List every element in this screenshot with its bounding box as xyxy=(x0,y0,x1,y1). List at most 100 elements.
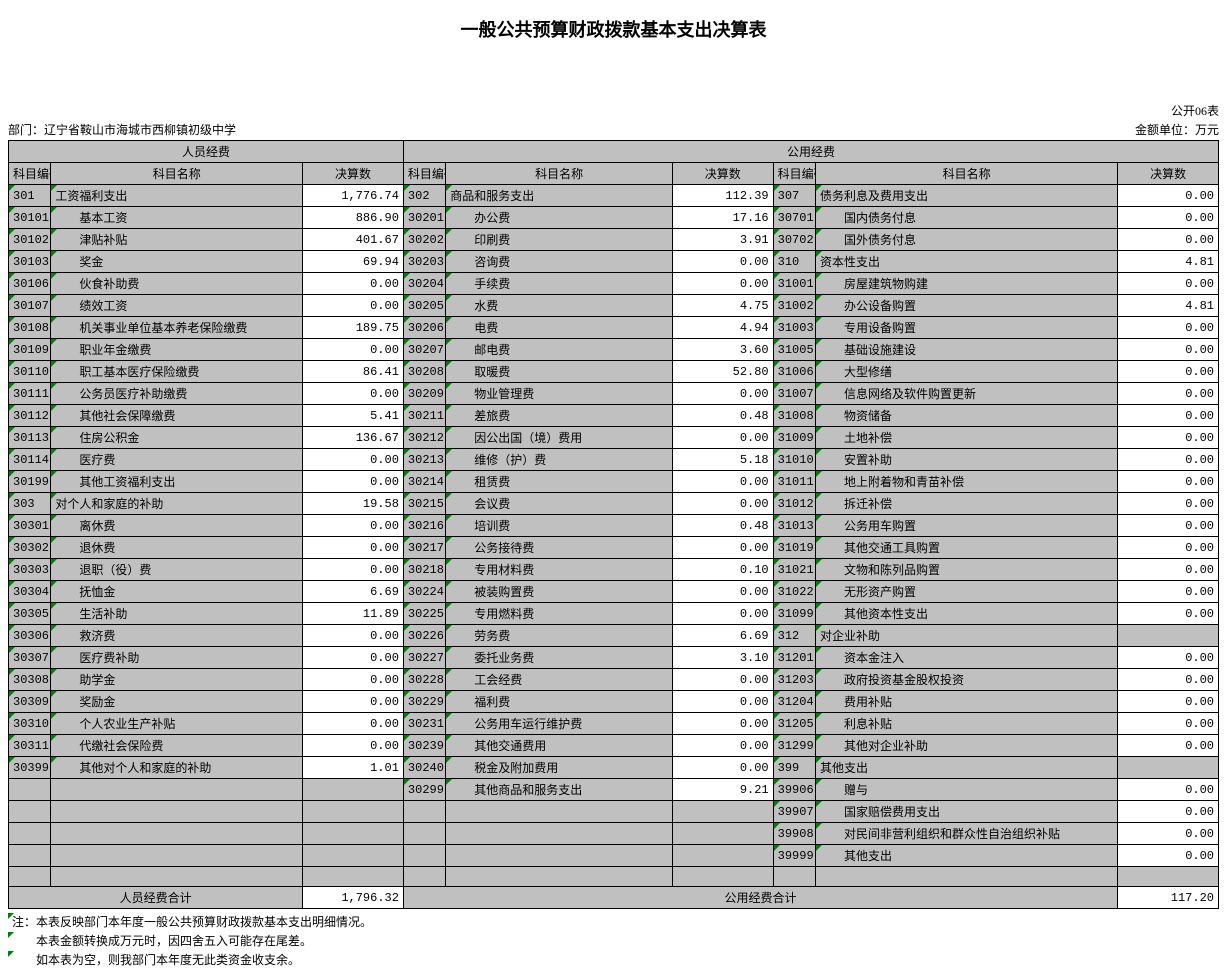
col-code: 科目编码 xyxy=(403,163,445,185)
cell-code: 30240 xyxy=(403,757,445,779)
cell-code: 30304 xyxy=(9,581,51,603)
cell-amt: 0.00 xyxy=(672,273,773,295)
cell-amt: 0.00 xyxy=(672,581,773,603)
cell-amt: 0.00 xyxy=(1118,449,1219,471)
cell-name: 对个人和家庭的补助 xyxy=(51,493,303,515)
cell-name: 印刷费 xyxy=(446,229,673,251)
cell-code: 30209 xyxy=(403,383,445,405)
cell-amt: 0.00 xyxy=(1118,339,1219,361)
form-code: 公开06表 xyxy=(1171,102,1219,119)
budget-table: 人员经费 公用经费 科目编码 科目名称 决算数 科目编码 科目名称 决算数 科目… xyxy=(8,140,1219,909)
cell-name: 办公设备购置 xyxy=(815,295,1117,317)
cell-amt: 0.00 xyxy=(672,669,773,691)
table-row: 30302退休费0.0030217公务接待费0.0031019其他交通工具购置0… xyxy=(9,537,1219,559)
table-row: 39908对民间非营利组织和群众性自治组织补贴0.00 xyxy=(9,823,1219,845)
cell-name: 其他交通工具购置 xyxy=(815,537,1117,559)
cell-code: 310 xyxy=(773,251,815,273)
cell-code: 30204 xyxy=(403,273,445,295)
cell-code: 31007 xyxy=(773,383,815,405)
table-row: 30306救济费0.0030226劳务费6.69312对企业补助 xyxy=(9,625,1219,647)
table-row: 30108机关事业单位基本养老保险缴费189.7530206电费4.943100… xyxy=(9,317,1219,339)
cell-amt: 69.94 xyxy=(303,251,404,273)
cell-code: 30212 xyxy=(403,427,445,449)
cell-name: 培训费 xyxy=(446,515,673,537)
cell-name: 其他社会保障缴费 xyxy=(51,405,303,427)
cell-name: 住房公积金 xyxy=(51,427,303,449)
col-amt: 决算数 xyxy=(672,163,773,185)
cell-code: 31009 xyxy=(773,427,815,449)
cell-name xyxy=(446,801,673,823)
table-row: 30311代缴社会保险费0.0030239其他交通费用0.0031299其他对企… xyxy=(9,735,1219,757)
table-row: 30107绩效工资0.0030205水费4.7531002办公设备购置4.81 xyxy=(9,295,1219,317)
cell-code: 30308 xyxy=(9,669,51,691)
cell-code: 31012 xyxy=(773,493,815,515)
meta-row-2: 部门：辽宁省鞍山市海城市西柳镇初级中学 金额单位：万元 xyxy=(8,121,1219,138)
cell-code: 31204 xyxy=(773,691,815,713)
cell-code: 31299 xyxy=(773,735,815,757)
note-line: 本表金额转换成万元时，因四舍五入可能存在尾差。 xyxy=(8,932,1219,951)
cell-name: 国外债务付息 xyxy=(815,229,1117,251)
cell-name: 伙食补助费 xyxy=(51,273,303,295)
table-row: 30307医疗费补助0.0030227委托业务费3.1031201资本金注入0.… xyxy=(9,647,1219,669)
unit-label: 金额单位：万元 xyxy=(1135,121,1219,138)
cell-code: 302 xyxy=(403,185,445,207)
cell-code: 31008 xyxy=(773,405,815,427)
cell-code xyxy=(403,845,445,867)
cell-name: 津贴补贴 xyxy=(51,229,303,251)
cell-amt: 0.00 xyxy=(303,515,404,537)
cell-amt xyxy=(1118,757,1219,779)
cell-amt: 4.94 xyxy=(672,317,773,339)
table-row: 39907国家赔偿费用支出0.00 xyxy=(9,801,1219,823)
cell-name: 电费 xyxy=(446,317,673,339)
cell-code: 30224 xyxy=(403,581,445,603)
cell-name: 奖金 xyxy=(51,251,303,273)
cell-code xyxy=(9,845,51,867)
cell-amt: 0.00 xyxy=(672,493,773,515)
cell-amt: 0.00 xyxy=(1118,427,1219,449)
cell-name: 地上附着物和青苗补偿 xyxy=(815,471,1117,493)
cell-code xyxy=(403,801,445,823)
cell-amt: 0.00 xyxy=(1118,273,1219,295)
cell-amt: 0.00 xyxy=(672,757,773,779)
cell-code: 30702 xyxy=(773,229,815,251)
cell-code: 39999 xyxy=(773,845,815,867)
cell-name: 退休费 xyxy=(51,537,303,559)
cell-name: 费用补贴 xyxy=(815,691,1117,713)
cell-code: 30111 xyxy=(9,383,51,405)
cell-code: 30107 xyxy=(9,295,51,317)
cell-amt: 5.18 xyxy=(672,449,773,471)
table-row: 30114医疗费0.0030213维修（护）费5.1831010安置补助0.00 xyxy=(9,449,1219,471)
cell-amt: 0.00 xyxy=(303,713,404,735)
cell-amt: 0.00 xyxy=(303,449,404,471)
cell-name: 安置补助 xyxy=(815,449,1117,471)
cell-code: 30215 xyxy=(403,493,445,515)
cell-code xyxy=(9,867,51,887)
cell-name: 其他商品和服务支出 xyxy=(446,779,673,801)
cell-code: 307 xyxy=(773,185,815,207)
cell-name: 物业管理费 xyxy=(446,383,673,405)
cell-name: 信息网络及软件购置更新 xyxy=(815,383,1117,405)
cell-amt: 0.00 xyxy=(1118,581,1219,603)
cell-amt: 0.00 xyxy=(303,383,404,405)
cell-amt: 0.00 xyxy=(672,691,773,713)
cell-name: 代缴社会保险费 xyxy=(51,735,303,757)
cell-amt: 0.00 xyxy=(1118,537,1219,559)
cell-code xyxy=(9,823,51,845)
cell-amt: 0.10 xyxy=(672,559,773,581)
cell-name: 赠与 xyxy=(815,779,1117,801)
cell-name: 工会经费 xyxy=(446,669,673,691)
cell-name: 委托业务费 xyxy=(446,647,673,669)
cell-name: 个人农业生产补贴 xyxy=(51,713,303,735)
table-row: 30399其他对个人和家庭的补助1.0130240税金及附加费用0.00399其… xyxy=(9,757,1219,779)
cell-amt: 0.00 xyxy=(1118,735,1219,757)
cell-amt: 136.67 xyxy=(303,427,404,449)
cell-amt: 0.00 xyxy=(672,471,773,493)
cell-amt: 0.00 xyxy=(1118,471,1219,493)
cell-name: 文物和陈列品购置 xyxy=(815,559,1117,581)
cell-code: 30113 xyxy=(9,427,51,449)
cell-name: 生活补助 xyxy=(51,603,303,625)
cell-amt: 6.69 xyxy=(672,625,773,647)
cell-amt: 0.00 xyxy=(1118,405,1219,427)
cell-amt: 0.48 xyxy=(672,405,773,427)
cell-code: 30301 xyxy=(9,515,51,537)
